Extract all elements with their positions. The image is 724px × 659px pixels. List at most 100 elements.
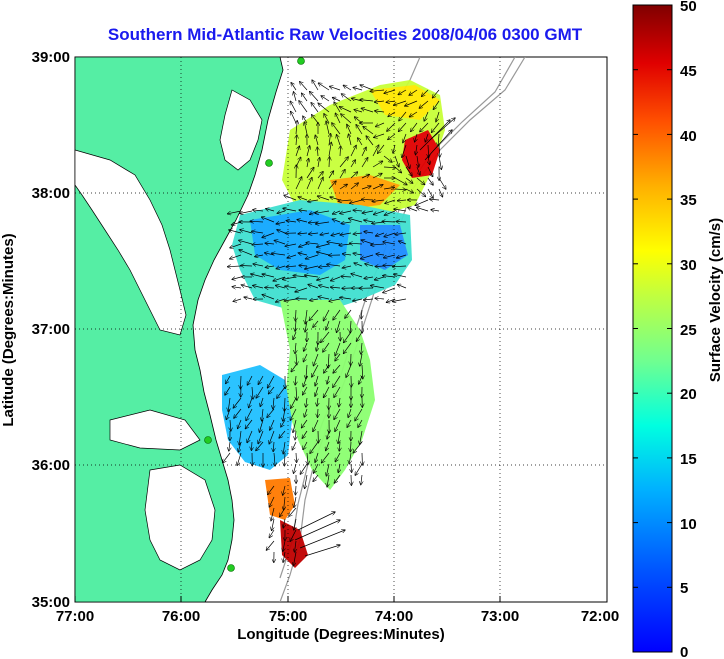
velocity-arrow xyxy=(341,114,352,124)
velocity-arrow xyxy=(310,92,319,102)
velocity-arrow xyxy=(354,263,363,267)
velocity-arrow xyxy=(295,177,302,190)
velocity-arrow xyxy=(342,266,352,268)
velocity-arrow xyxy=(337,320,341,332)
velocity-arrow xyxy=(360,430,362,444)
velocity-arrow xyxy=(364,299,374,300)
velocity-arrow xyxy=(394,100,407,105)
velocity-arrow xyxy=(317,243,330,247)
velocity-arrow xyxy=(335,353,341,361)
velocity-arrow xyxy=(247,430,253,443)
velocity-arrow xyxy=(283,441,285,454)
velocity-arrow xyxy=(294,551,297,566)
velocity-arrow xyxy=(286,266,297,267)
velocity-arrow xyxy=(291,83,297,91)
velocity-arrow xyxy=(310,441,319,453)
velocity-arrow xyxy=(308,200,319,202)
velocity-arrow xyxy=(333,98,341,102)
velocity-arrow xyxy=(431,210,440,211)
velocity-arrow xyxy=(393,298,407,302)
velocity-arrow xyxy=(307,159,309,168)
velocity-arrow xyxy=(351,463,352,472)
velocity-arrow xyxy=(427,166,433,177)
velocity-arrow xyxy=(234,408,242,418)
velocity-arrow xyxy=(326,121,330,135)
velocity-arrow xyxy=(297,512,335,531)
velocity-arrow xyxy=(262,232,275,238)
velocity-arrow xyxy=(345,309,352,318)
velocity-arrow xyxy=(384,210,396,215)
velocity-arrow xyxy=(296,353,297,365)
velocity-arrow xyxy=(309,233,319,234)
x-tick-label: 75:00 xyxy=(269,608,307,625)
velocity-arrow xyxy=(239,430,241,445)
velocity-arrow xyxy=(339,170,345,179)
velocity-arrow xyxy=(238,441,242,452)
velocity-arrow xyxy=(383,187,394,189)
velocity-arrow xyxy=(317,397,318,406)
velocity-arrow xyxy=(347,125,352,135)
velocity-arrow xyxy=(383,242,396,244)
velocity-arrow xyxy=(306,146,310,157)
x-tick-label: 77:00 xyxy=(56,608,94,625)
velocity-arrow xyxy=(353,441,363,453)
velocity-arrow xyxy=(283,485,285,495)
velocity-arrow xyxy=(375,111,385,112)
velocity-arrow xyxy=(353,253,363,255)
velocity-arrow xyxy=(416,188,426,197)
velocity-arrow xyxy=(338,200,352,201)
velocity-arrow xyxy=(272,518,274,530)
velocity-arrow xyxy=(372,145,379,157)
velocity-arrow xyxy=(223,452,231,463)
velocity-arrow xyxy=(360,100,374,101)
velocity-arrow xyxy=(394,177,407,185)
velocity-arrow xyxy=(397,254,407,258)
velocity-arrow xyxy=(318,196,330,201)
velocity-arrow xyxy=(246,408,253,421)
velocity-arrow xyxy=(318,408,319,417)
pamlico-sound xyxy=(144,464,216,571)
velocity-arrow xyxy=(394,209,407,211)
velocity-arrow xyxy=(339,184,347,190)
velocity-arrow xyxy=(305,474,308,488)
x-tick-label: 72:00 xyxy=(581,608,619,625)
velocity-arrow xyxy=(338,430,340,443)
velocity-arrow xyxy=(318,83,330,91)
velocity-arrow xyxy=(306,178,312,190)
y-axis-label: Latitude (Degrees:Minutes) xyxy=(0,233,17,426)
velocity-arrow xyxy=(340,146,341,157)
velocity-arrow xyxy=(360,353,362,366)
velocity-arrow xyxy=(276,266,286,269)
station-marker xyxy=(227,564,235,572)
velocity-arrow xyxy=(337,135,341,146)
velocity-arrow xyxy=(372,200,385,202)
velocity-arrow xyxy=(348,408,352,417)
y-tick-label: 39:00 xyxy=(32,49,70,66)
velocity-arrow xyxy=(326,320,330,330)
velocity-arrow xyxy=(384,232,396,237)
velocity-arrow xyxy=(292,441,297,450)
velocity-arrow xyxy=(315,135,319,146)
velocity-arrow xyxy=(433,100,440,109)
velocity-arrow xyxy=(239,240,253,245)
velocity-arrow xyxy=(294,463,297,473)
velocity-arrow xyxy=(324,386,330,397)
velocity-arrow xyxy=(333,375,341,387)
velocity-arrow xyxy=(328,181,336,190)
velocity-arrow xyxy=(344,342,352,353)
velocity-arrow xyxy=(291,397,297,408)
velocity-arrow xyxy=(304,122,308,135)
velocity-arrow xyxy=(384,89,396,93)
velocity-arrow xyxy=(262,274,275,278)
velocity-arrow xyxy=(394,155,399,167)
velocity-arrow xyxy=(262,408,263,421)
velocity-arrow xyxy=(229,441,230,451)
velocity-arrow xyxy=(276,222,286,224)
colorbar-tick-label: 35 xyxy=(680,192,697,209)
velocity-arrow xyxy=(323,342,330,352)
velocity-arrow xyxy=(252,244,264,245)
velocity-arrow xyxy=(371,244,385,245)
velocity-arrow xyxy=(362,364,363,379)
velocity-arrow xyxy=(372,174,382,179)
velocity-arrows xyxy=(223,80,455,566)
